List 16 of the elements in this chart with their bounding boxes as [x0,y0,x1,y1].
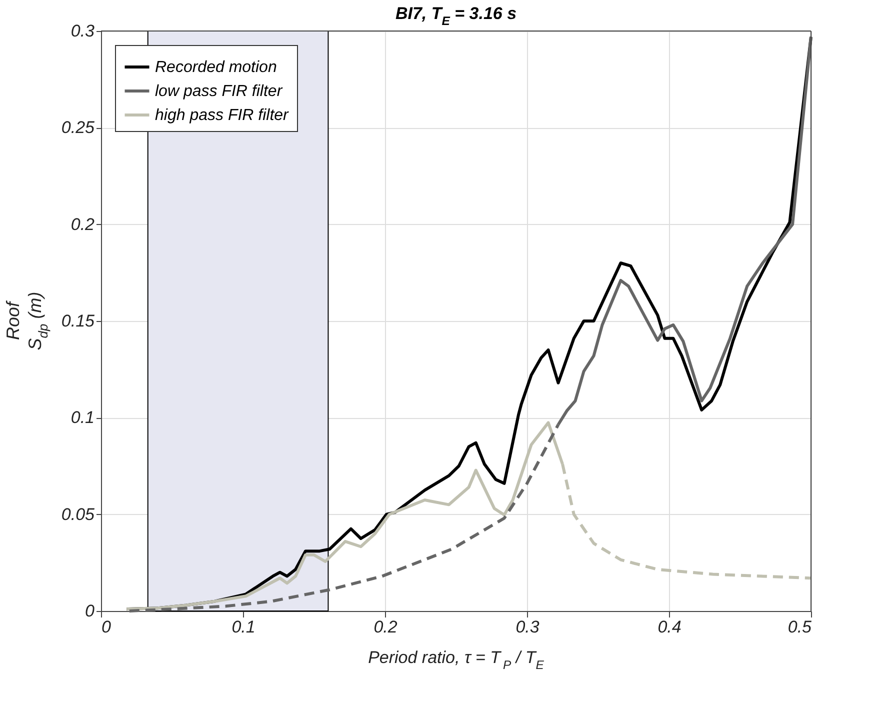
y-tick-label: 0.1 [70,408,94,428]
legend-label: high pass FIR filter [155,107,290,124]
y-tick-label: 0.05 [61,504,96,524]
legend-label: low pass FIR filter [155,83,283,100]
legend-label: Recorded motion [155,59,277,76]
x-tick-label: 0.4 [658,618,682,636]
y-tick-label: 0.2 [70,214,96,234]
y-tick-label: 0.15 [61,312,96,330]
x-tick-label: 0.1 [232,618,256,636]
x-tick-label: 0.2 [374,618,398,636]
x-tick-label: 0.3 [516,618,540,636]
y-tick-label: 0.3 [70,22,96,40]
x-tick-label: 0 [102,618,112,636]
y-tick-label: 0 [85,602,96,620]
y-tick-label: 0.25 [61,118,96,138]
x-tick-label: 0.5 [788,618,812,636]
